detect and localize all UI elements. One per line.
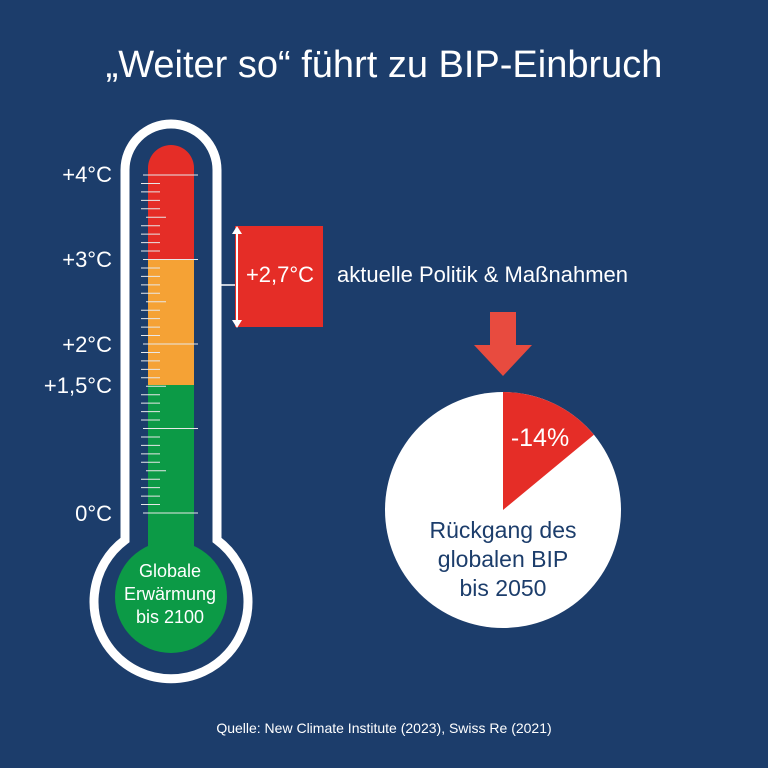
current-marker [217,226,323,328]
scale-label-4: +4°C [62,162,112,187]
bulb-line: bis 2100 [135,607,205,627]
pie-caption: Rückgang des globalen BIP bis 2050 [403,516,603,603]
scale-label-1-5: +1,5°C [43,373,112,398]
orange-zone [148,260,194,385]
pie-percent-label: -14% [510,424,570,452]
bulb-label: Globale Erwärmung bis 2100 [105,560,235,629]
bulb-line: Globale [138,561,202,581]
caption-line: Rückgang des [429,517,577,543]
page-title: „Weiter so“ führt zu BIP-Einbruch [105,44,663,86]
scale-label-3: +3°C [62,247,112,272]
gdp-pie-chart [385,392,621,628]
thermometer-outline [89,119,253,684]
current-value-box [235,226,323,327]
pie-slice-loss [503,392,594,510]
scale-ticks [141,174,198,514]
source-note: Quelle: New Climate Institute (2023), Sw… [216,720,552,736]
bulb-line: Erwärmung [123,584,217,604]
scale-label-0: 0°C [75,501,112,526]
caption-line: globalen BIP [437,546,569,572]
scale-label-2: +2°C [62,332,112,357]
thermometer [89,119,253,684]
current-value-label: +2,7°C [245,262,315,287]
thermometer-bulb [115,541,227,653]
down-arrow-icon [474,312,532,376]
caption-line: bis 2050 [459,575,547,601]
green-zone [148,385,194,555]
policy-label: aktuelle Politik & Maßnahmen [337,262,629,287]
